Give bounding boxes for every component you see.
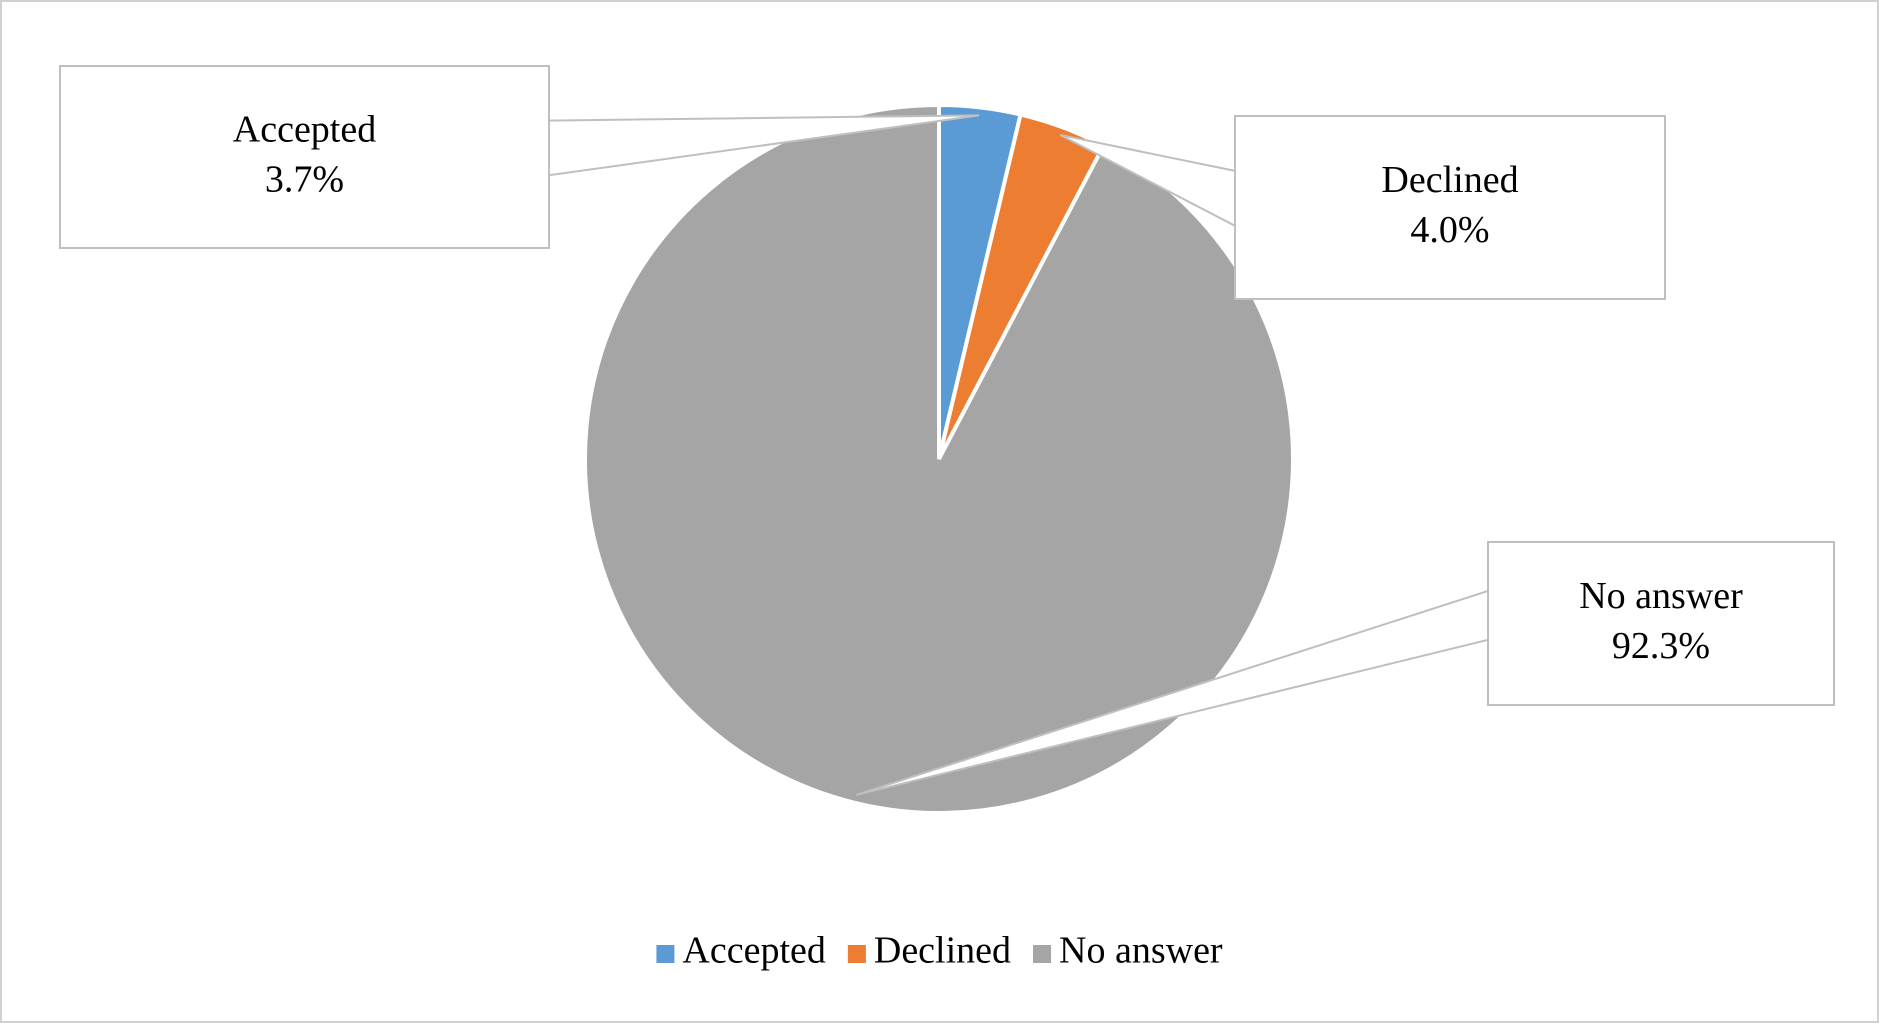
legend-swatch bbox=[847, 945, 866, 963]
legend-swatch bbox=[1033, 945, 1052, 963]
legend-label: Declined bbox=[874, 930, 1011, 972]
data-label-value: 92.3% bbox=[1612, 625, 1710, 667]
callout-box bbox=[59, 65, 550, 249]
data-label-value: 4.0% bbox=[1410, 209, 1489, 251]
data-label-name: Accepted bbox=[233, 109, 376, 151]
legend-swatch bbox=[656, 945, 675, 963]
data-label-value: 3.7% bbox=[265, 159, 344, 201]
data-label-name: No answer bbox=[1579, 575, 1743, 617]
callout-box bbox=[1487, 541, 1835, 706]
data-label-name: Declined bbox=[1381, 159, 1518, 201]
legend-label: Accepted bbox=[682, 930, 825, 972]
legend: Accepted Declined No answer bbox=[656, 930, 1223, 972]
legend-label: No answer bbox=[1059, 930, 1223, 972]
pie-slice bbox=[583, 102, 1295, 815]
callout-box bbox=[1234, 115, 1666, 300]
